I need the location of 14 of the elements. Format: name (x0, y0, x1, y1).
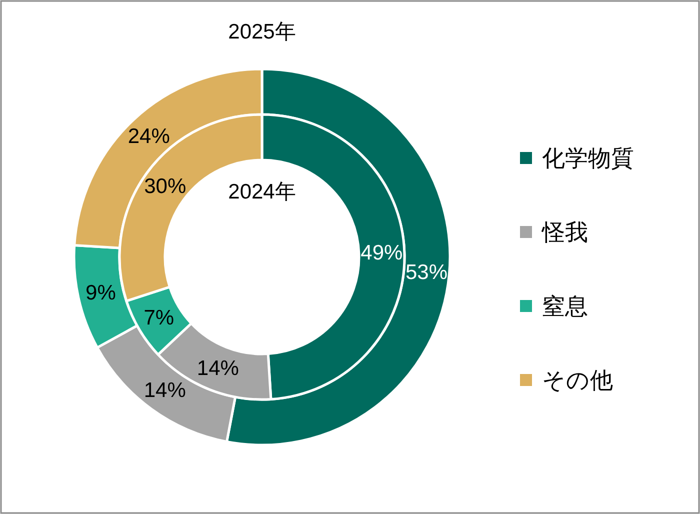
legend-label: 怪我 (541, 219, 588, 245)
slice-label: 2024年 (228, 180, 296, 204)
data-label: 53% (406, 261, 448, 284)
data-label: 9% (86, 282, 116, 305)
data-label: 14% (144, 379, 186, 402)
legend-label: 化学物質 (542, 145, 634, 171)
legend-label: 窒息 (542, 293, 588, 319)
data-label: 30% (144, 175, 186, 198)
data-label: 24% (128, 125, 170, 148)
slice-label: 2025年 (228, 20, 296, 44)
data-label: 7% (144, 306, 174, 330)
legend-label: その他 (542, 367, 613, 393)
data-label: 49% (360, 242, 403, 265)
data-label: 14% (196, 356, 239, 380)
